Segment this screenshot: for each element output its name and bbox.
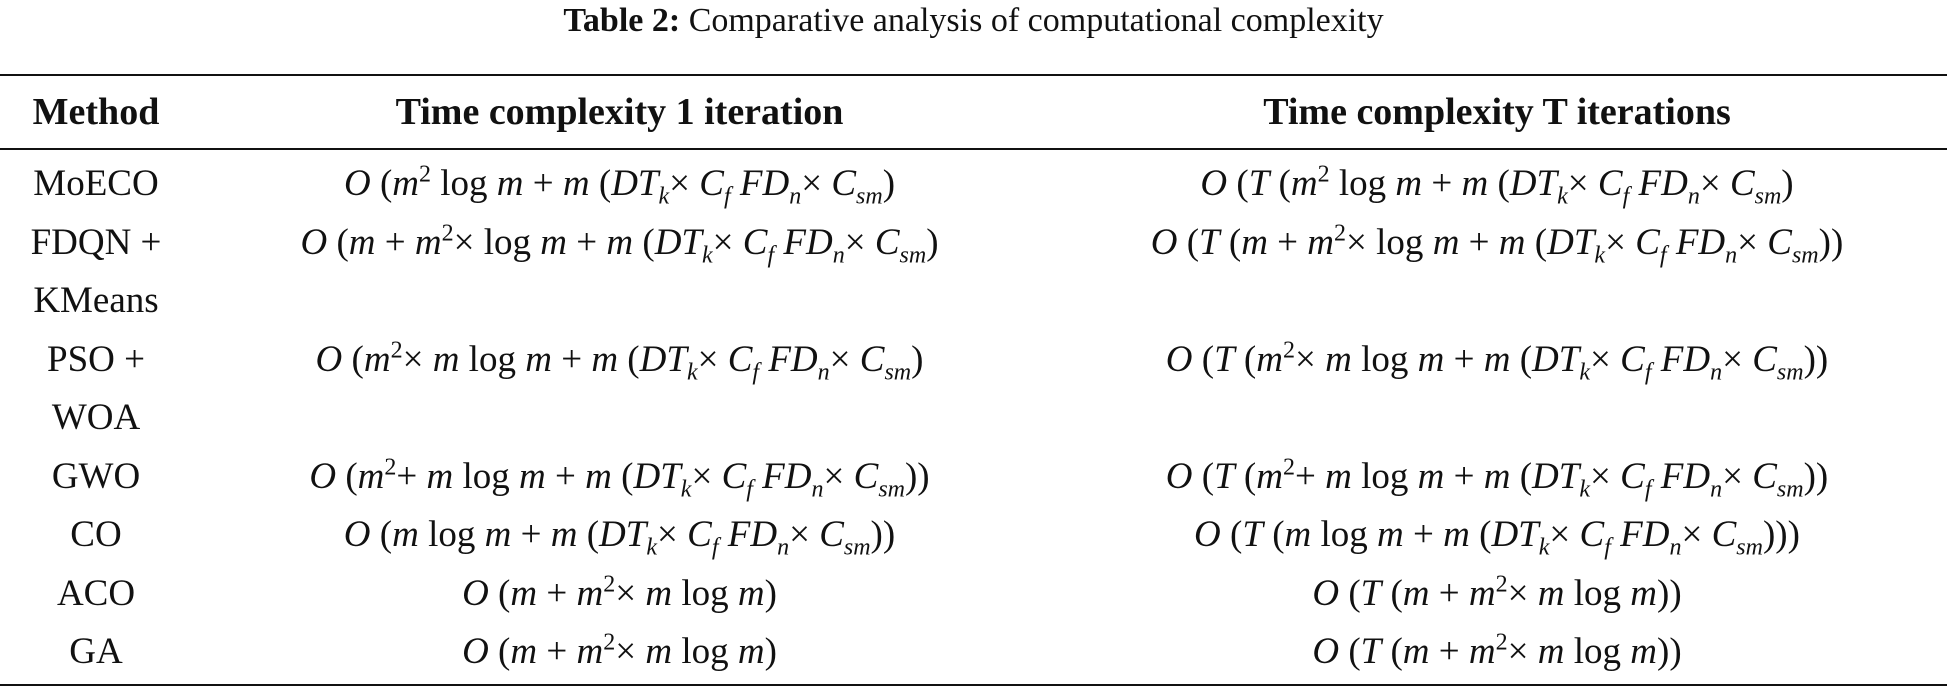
header-row: Method Time complexity 1 iteration Time … (0, 78, 1947, 146)
method-cell: GWO (51, 455, 141, 497)
table-body: MoECO O (m2 log m + m (DTk× Cf FDn× Csm) O… (0, 146, 1947, 682)
method-cell: PSO + WOA (47, 338, 145, 439)
one-iteration-cell: O (m log m + m (DTk× Cf FDn× Csm)) (343, 514, 896, 561)
header-method: Method (32, 91, 160, 133)
table-row: GWO O (m2+ m log m + m (DTk× Cf FDn× Csm)… (0, 448, 1947, 507)
method-cell: MoECO (33, 163, 159, 204)
t-iterations-cell: O (T (m2× m log m + m (DTk× Cf FDn× Csm)… (1165, 337, 1829, 385)
method-cell: FDQN + KMeans (30, 221, 162, 322)
one-iteration-cell: O (m2 log m + m (DTk× Cf FDn× Csm) (343, 161, 896, 210)
table-row: CO O (m log m + m (DTk× Cf FDn× Csm)) O (T… (0, 506, 1947, 565)
t-iterations-cell: O (T (m + m2× m log m)) (1312, 571, 1682, 614)
caption-label: Table 2: (563, 2, 681, 39)
one-iteration-cell: O (m2× m log m + m (DTk× Cf FDn× Csm) (315, 337, 924, 385)
complexity-table: Method Time complexity 1 iteration Time … (0, 78, 1947, 682)
bottom-rule (0, 684, 1947, 686)
t-iterations-cell: O (T (m2+ m log m + m (DTk× Cf FDn× Csm)… (1165, 454, 1829, 502)
one-iteration-cell: O (m + m2× log m + m (DTk× Cf FDn× Csm) (300, 220, 939, 268)
table-row: MoECO O (m2 log m + m (DTk× Cf FDn× Csm) O… (0, 146, 1947, 214)
header-t-iterations: Time complexity T iterations (1263, 91, 1731, 133)
t-iterations-cell: O (T (m log m + m (DTk× Cf FDn× Csm))) (1194, 514, 1800, 561)
one-iteration-cell: O (m2+ m log m + m (DTk× Cf FDn× Csm)) (309, 454, 930, 502)
t-iterations-cell: O (T (m + m2× m log m)) (1312, 629, 1682, 672)
method-cell: GA (69, 631, 123, 672)
top-rule (0, 74, 1947, 76)
one-iteration-cell: O (m + m2× m log m) (462, 629, 777, 672)
table-row: PSO + WOA O (m2× m log m + m (DTk× Cf FDn… (0, 331, 1947, 448)
caption-text: Comparative analysis of computational co… (688, 2, 1384, 39)
method-cell: ACO (56, 572, 136, 614)
t-iterations-cell: O (T (m + m2× log m + m (DTk× Cf FDn× Cs… (1150, 220, 1844, 268)
header-one-iteration: Time complexity 1 iteration (395, 91, 844, 133)
t-iterations-cell: O (T (m2 log m + m (DTk× Cf FDn× Csm) (1200, 161, 1794, 210)
table-caption: Table 2: Comparative analysis of computa… (0, 0, 1947, 41)
table-row: FDQN + KMeans O (m + m2× log m + m (DTk× … (0, 214, 1947, 331)
one-iteration-cell: O (m + m2× m log m) (462, 571, 777, 614)
table-row: ACO O (m + m2× m log m) O (T (m + m2× m lo… (0, 565, 1947, 624)
table-row: GA O (m + m2× m log m) O (T (m + m2× m log… (0, 623, 1947, 682)
header-rule (0, 148, 1947, 150)
method-cell: CO (70, 514, 122, 555)
